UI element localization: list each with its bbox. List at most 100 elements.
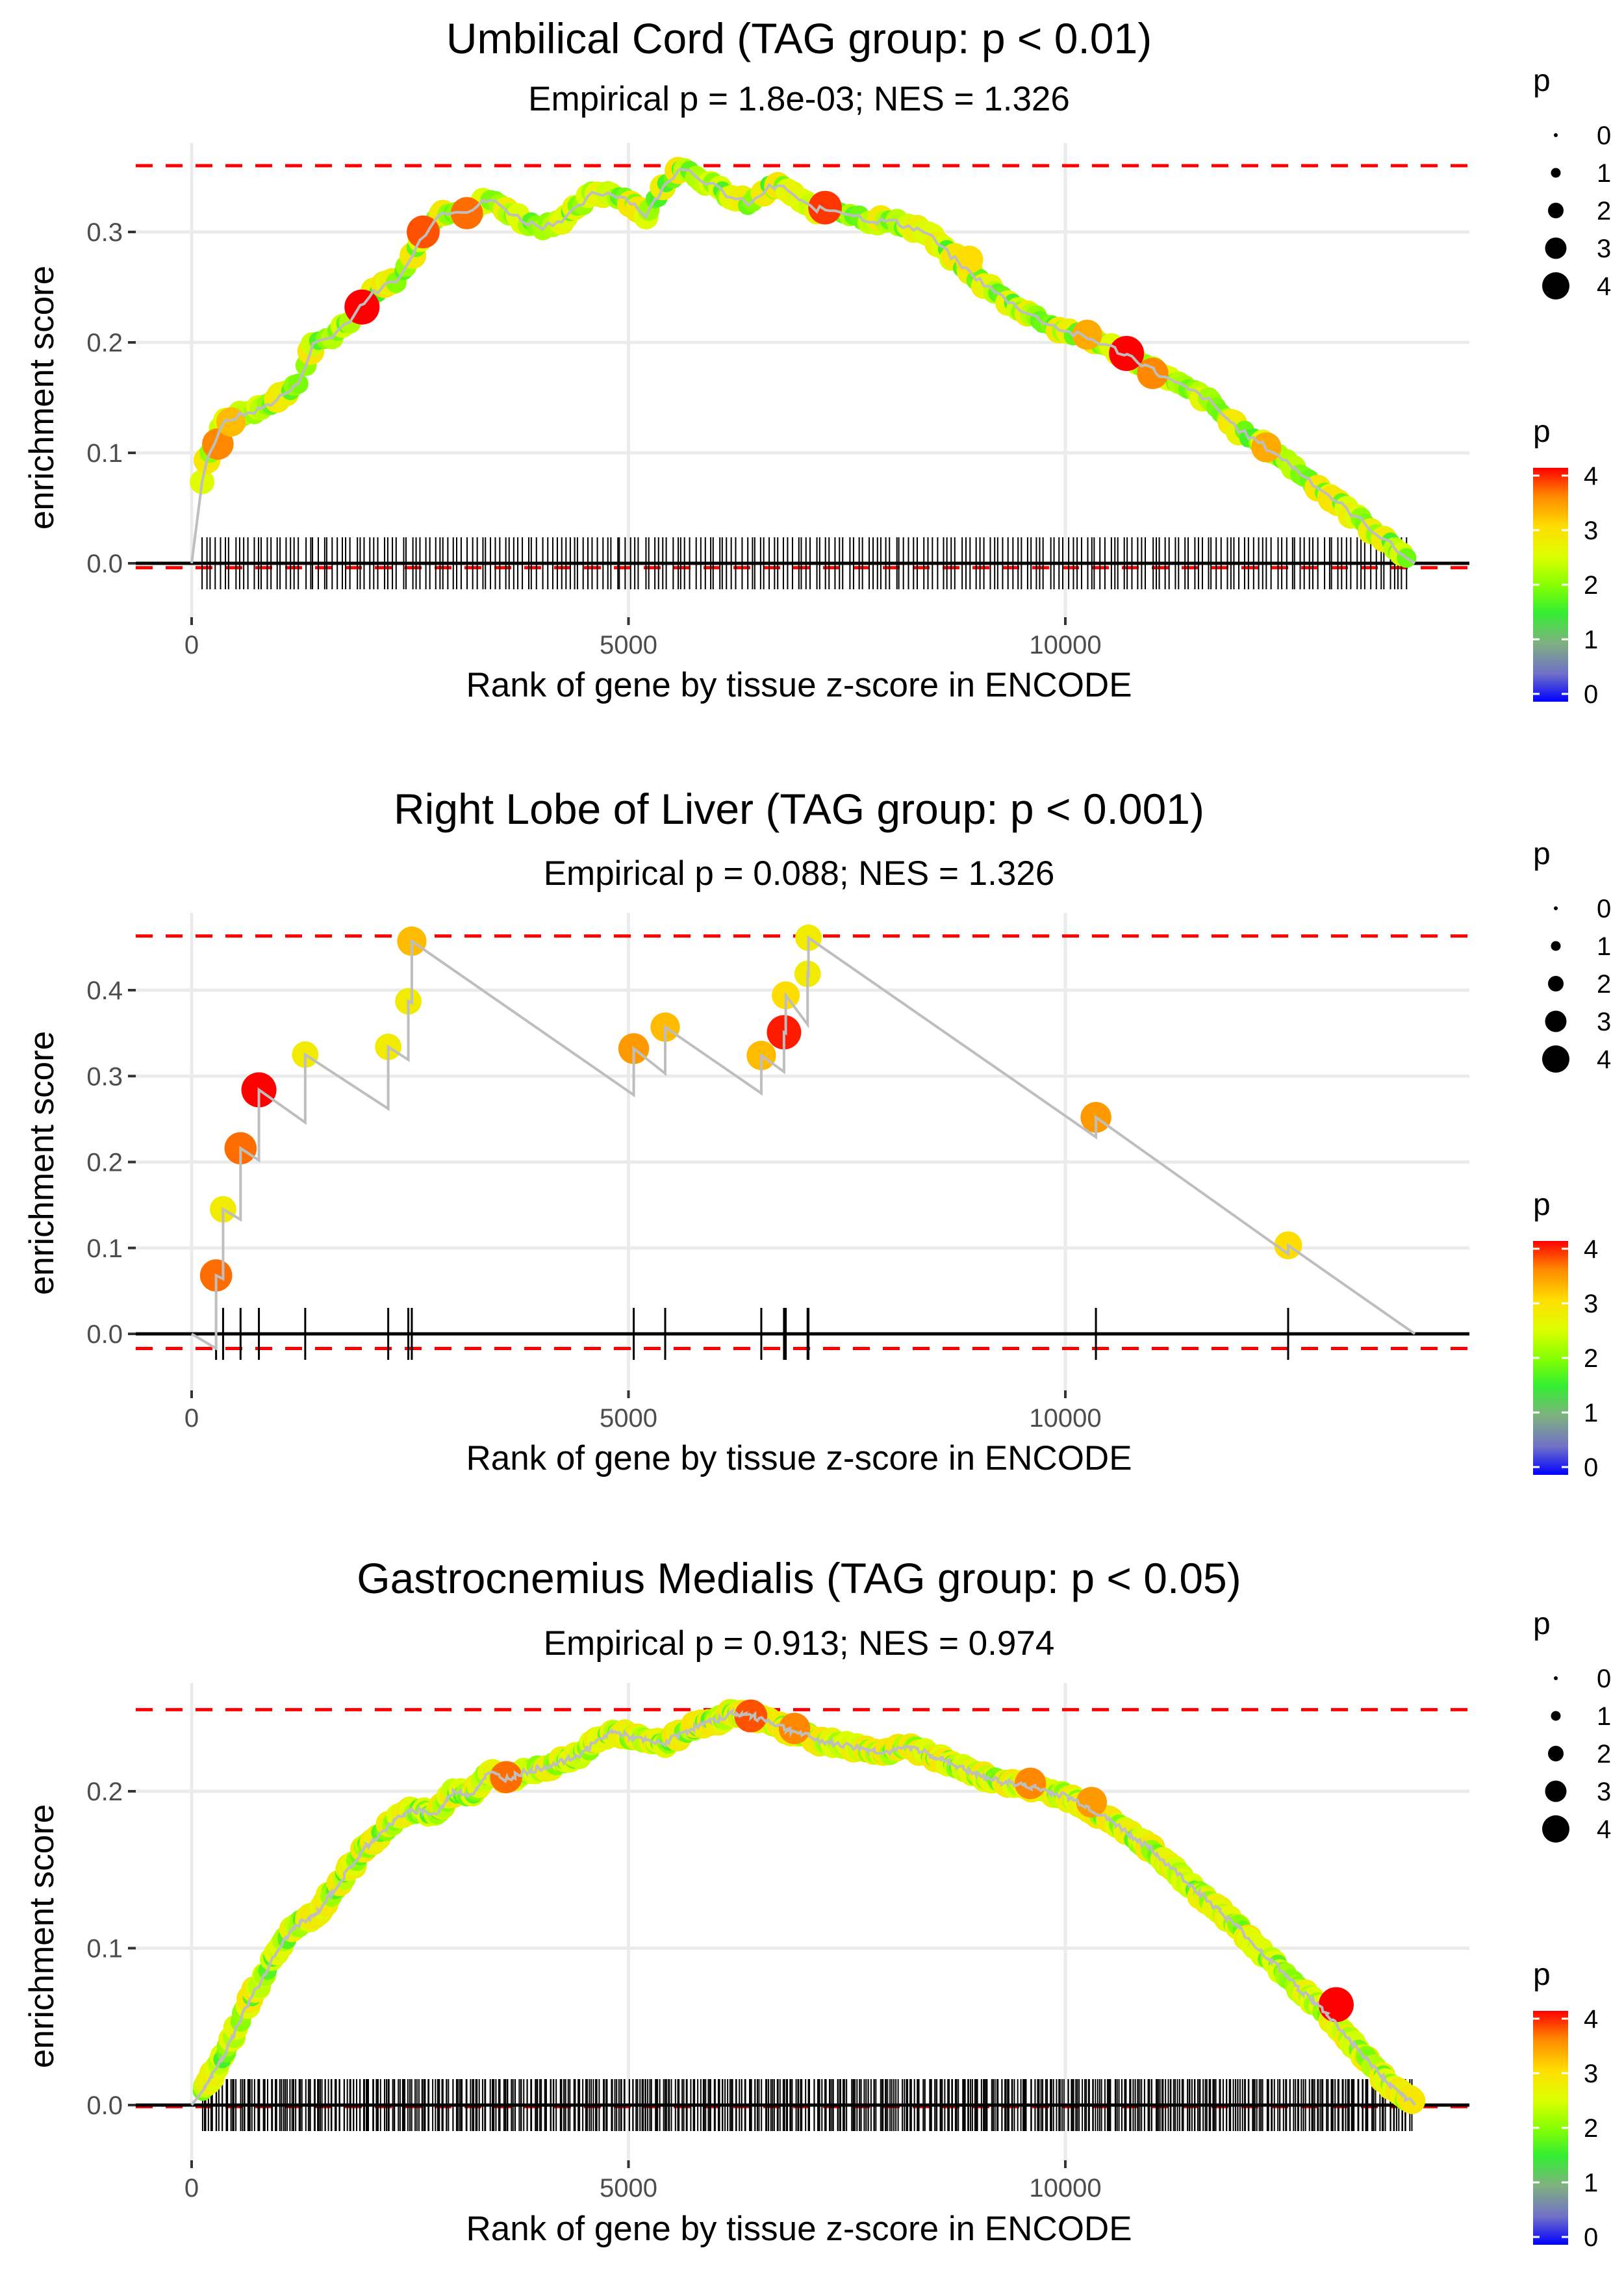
- x-tick-label: 10000: [1029, 1404, 1101, 1433]
- size-legend-label: 3: [1597, 1008, 1611, 1036]
- size-legend-key: [1542, 272, 1569, 300]
- y-tick-label: 0.2: [86, 1149, 123, 1177]
- size-legend-label: 0: [1597, 121, 1611, 150]
- chart-subtitle: Empirical p = 1.8e-03; NES = 1.326: [528, 80, 1070, 118]
- size-legend-title: p: [1533, 64, 1551, 98]
- x-tick-label: 10000: [1029, 2174, 1101, 2203]
- running-es-line: [190, 168, 1416, 565]
- size-legend-label: 4: [1597, 272, 1611, 301]
- y-axis-title: enrichment score: [23, 1031, 61, 1296]
- x-tick-label: 10000: [1029, 631, 1101, 659]
- x-tick-label: 0: [184, 2174, 199, 2203]
- colorbar-label: 1: [1584, 1399, 1598, 1427]
- y-tick-label: 0.3: [86, 218, 123, 247]
- size-legend-key: [1545, 1010, 1567, 1032]
- x-tick-label: 0: [184, 1404, 199, 1433]
- hit-point-highlight: [344, 289, 380, 325]
- size-legend-label: 1: [1597, 1702, 1611, 1731]
- hit-point-highlight: [1137, 357, 1169, 389]
- points: [192, 1698, 1426, 2114]
- size-legend-label: 1: [1597, 159, 1611, 188]
- y-axis-title: enrichment score: [23, 1804, 61, 2069]
- y-tick-label: 0.0: [86, 2091, 123, 2120]
- hit-point-highlight: [1072, 319, 1102, 350]
- size-legend-key: [1551, 168, 1561, 178]
- y-tick-label: 0.3: [86, 1062, 123, 1091]
- y-tick-label: 0.1: [86, 1234, 123, 1263]
- legend: p 0 1 2 3 4 p 4 3 2 1 0: [1533, 1607, 1611, 2252]
- color-legend-title: p: [1533, 1188, 1551, 1222]
- size-legend-label: 4: [1597, 1815, 1611, 1844]
- chart-title: Gastrocnemius Medialis (TAG group: p < 0…: [357, 1554, 1241, 1602]
- y-tick-label: 0.1: [86, 1935, 123, 1963]
- colorbar-label: 0: [1584, 2223, 1598, 2252]
- colorbar-label: 4: [1584, 1235, 1598, 1264]
- size-legend-label: 2: [1597, 970, 1611, 999]
- size-legend-title: p: [1533, 837, 1551, 871]
- legend: p 0 1 2 3 4 p 4 3 2 1 0: [1533, 837, 1611, 1482]
- legend: p 0 1 2 3 4 p 4 3 2 1 0: [1533, 64, 1611, 709]
- size-legend-key: [1548, 1746, 1564, 1761]
- colorbar-label: 1: [1584, 2169, 1598, 2197]
- size-legend-label: 0: [1597, 895, 1611, 923]
- colorbar-label: 3: [1584, 2060, 1598, 2088]
- hit-point-highlight: [808, 190, 843, 225]
- hit-rug: [201, 537, 1408, 589]
- colorbar-label: 0: [1584, 1453, 1598, 1482]
- hit-point-highlight: [1076, 1787, 1108, 1818]
- colorbar-label: 4: [1584, 462, 1598, 491]
- size-legend-key: [1545, 1780, 1567, 1802]
- chart-subtitle: Empirical p = 0.088; NES = 1.326: [544, 854, 1055, 893]
- chart-title: Umbilical Cord (TAG group: p < 0.01): [446, 14, 1152, 62]
- plot-area: 0 5000 10000 0.0 0.1 0.2 0.3: [86, 143, 1469, 659]
- plot-area: 0 5000 10000 0.0 0.1 0.2 0.3 0.4: [86, 913, 1469, 1433]
- chart-title: Right Lobe of Liver (TAG group: p < 0.00…: [394, 785, 1204, 833]
- hit-rug: [215, 1308, 1289, 1360]
- size-legend-key: [1554, 1676, 1558, 1680]
- running-es-line: [190, 935, 1416, 1351]
- size-legend-key: [1548, 203, 1564, 218]
- points: [199, 924, 1302, 1292]
- running-es-line: [190, 1707, 1416, 2106]
- size-legend-key: [1548, 976, 1564, 991]
- x-tick-label: 5000: [600, 2174, 657, 2203]
- x-tick-label: 0: [184, 631, 199, 659]
- x-axis-title: Rank of gene by tissue z-score in ENCODE: [466, 2210, 1132, 2248]
- plot-area: 0 5000 10000 0.0 0.1 0.2: [86, 1683, 1469, 2203]
- size-legend-key: [1545, 237, 1567, 259]
- chart-subtitle: Empirical p = 0.913; NES = 0.974: [544, 1624, 1055, 1663]
- panel-right-lobe-of-liver: Right Lobe of Liver (TAG group: p < 0.00…: [23, 785, 1611, 1482]
- y-axis-title: enrichment score: [23, 266, 61, 530]
- size-legend-label: 4: [1597, 1045, 1611, 1074]
- y-tick-label: 0.2: [86, 329, 123, 357]
- size-legend-label: 2: [1597, 197, 1611, 225]
- size-legend-key: [1551, 1711, 1561, 1721]
- size-legend-key: [1542, 1045, 1569, 1073]
- hit-point-highlight: [216, 407, 246, 437]
- size-legend-key: [1554, 133, 1558, 137]
- size-legend-key: [1542, 1815, 1569, 1843]
- points: [190, 157, 1417, 568]
- panel-gastrocnemius-medialis: Gastrocnemius Medialis (TAG group: p < 0…: [23, 1554, 1611, 2252]
- size-legend-title: p: [1533, 1607, 1551, 1641]
- size-legend-label: 3: [1597, 235, 1611, 263]
- size-legend-label: 2: [1597, 1740, 1611, 1769]
- x-tick-label: 5000: [600, 631, 657, 659]
- panel-umbilical-cord: Umbilical Cord (TAG group: p < 0.01) Emp…: [23, 14, 1611, 709]
- hit-point-highlight: [1318, 1987, 1354, 2023]
- x-tick-label: 5000: [600, 1404, 657, 1433]
- es-path: [190, 935, 1416, 1351]
- colorbar-label: 2: [1584, 2114, 1598, 2143]
- color-legend-title: p: [1533, 415, 1551, 449]
- color-legend-title: p: [1533, 1958, 1551, 1992]
- colorbar-label: 0: [1584, 680, 1598, 709]
- size-legend-label: 1: [1597, 932, 1611, 961]
- size-legend-key: [1554, 906, 1558, 910]
- colorbar-label: 1: [1584, 626, 1598, 654]
- colorbar-label: 2: [1584, 1344, 1598, 1373]
- colorbar-label: 4: [1584, 2005, 1598, 2034]
- y-tick-label: 0.1: [86, 439, 123, 468]
- y-tick-label: 0.0: [86, 1320, 123, 1349]
- size-legend-key: [1551, 941, 1561, 951]
